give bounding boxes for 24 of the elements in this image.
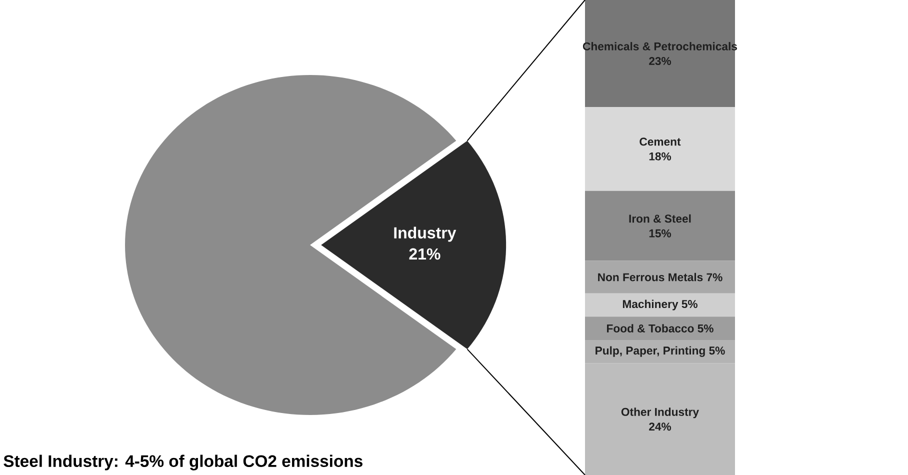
bar bbox=[585, 260, 735, 294]
data-label: 5% bbox=[709, 346, 725, 355]
series-label: Iron & Steel bbox=[629, 214, 691, 223]
bar bbox=[585, 293, 735, 317]
bar bbox=[585, 0, 735, 108]
data-label: 18% bbox=[649, 152, 672, 160]
series-label: Pulp, Paper, Printing bbox=[596, 346, 705, 357]
data-label: 21% bbox=[409, 248, 440, 260]
data-label: 23% bbox=[649, 57, 672, 66]
series-label: Other Industry bbox=[621, 408, 699, 418]
data-label: 7% bbox=[706, 273, 722, 282]
slice-label: Industry bbox=[394, 226, 456, 242]
bar bbox=[585, 190, 735, 261]
data-label: 15% bbox=[649, 229, 672, 238]
data-label: 5% bbox=[682, 300, 698, 308]
series-label: Non Ferrous Metals bbox=[598, 272, 703, 282]
series-label: Food & Tobacco bbox=[607, 324, 694, 332]
bar bbox=[585, 316, 735, 340]
text: Steel Industry: 4-5% of global CO2 emissions bbox=[4, 454, 362, 470]
series-label: Cement bbox=[640, 138, 681, 146]
bar bbox=[585, 107, 735, 191]
data-label: 24% bbox=[649, 422, 672, 431]
data-label: 5% bbox=[698, 324, 714, 332]
series-label: Machinery bbox=[622, 300, 678, 310]
